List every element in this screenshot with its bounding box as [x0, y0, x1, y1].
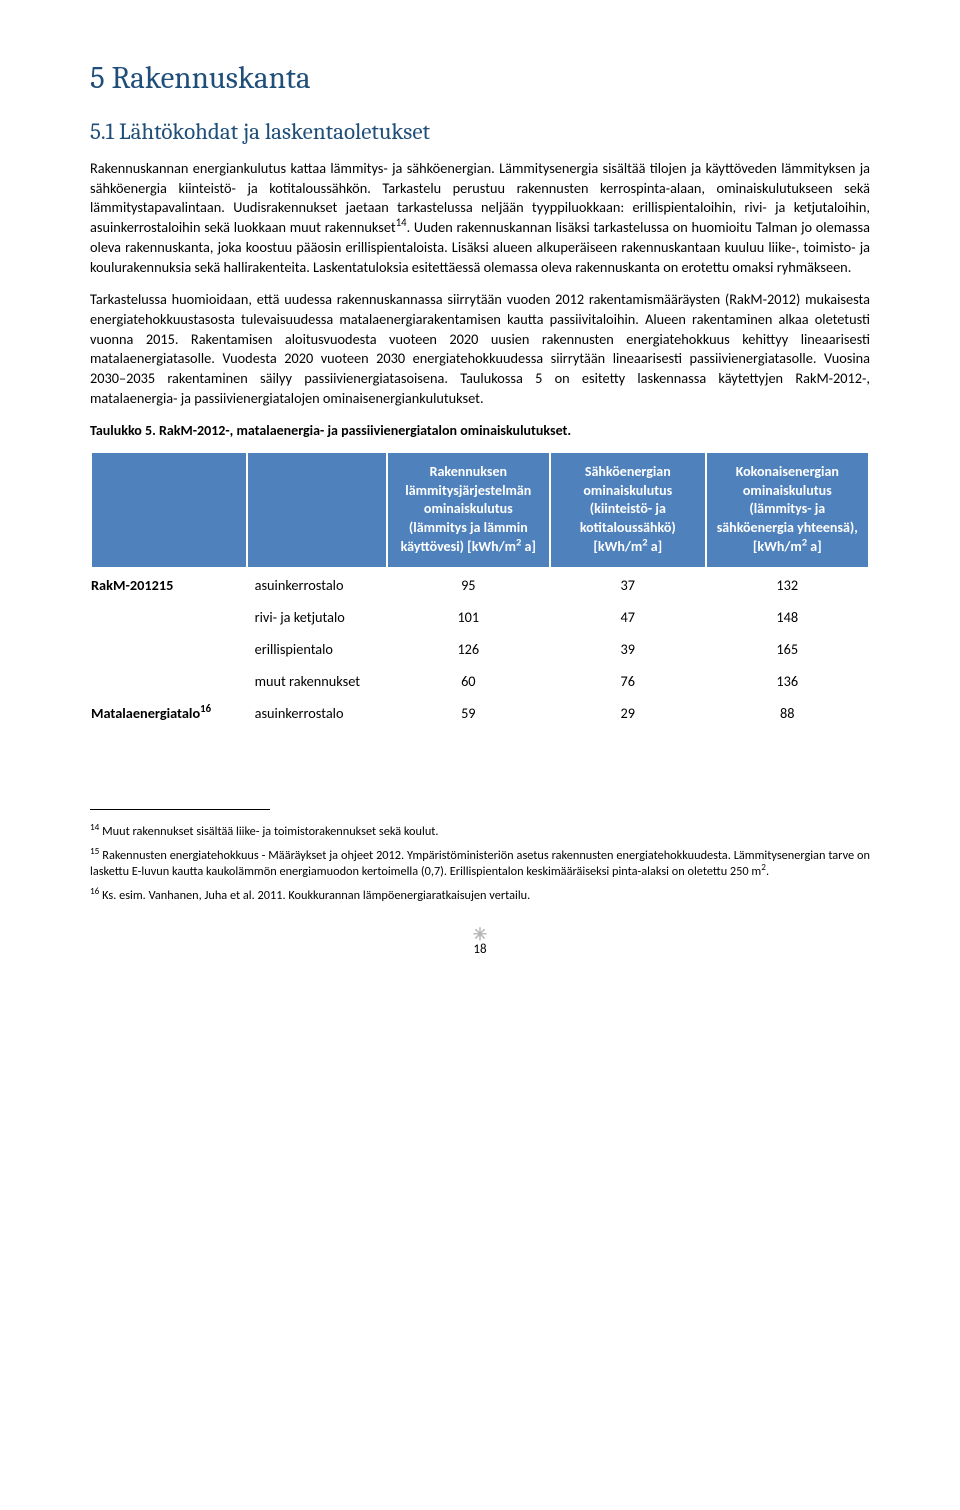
row-sublabel: asuinkerrostalo: [247, 568, 387, 601]
cell-value: 132: [706, 568, 869, 601]
cell-value: 148: [706, 601, 869, 633]
col-header-electric: Sähköenergian ominaiskulutus (kiinteistö…: [550, 452, 706, 568]
cell-value: 136: [706, 665, 869, 697]
cell-value: 76: [550, 665, 706, 697]
table-header-row: Rakennuksen lämmitysjärjestelmän ominais…: [91, 452, 869, 568]
consumption-table: Rakennuksen lämmitysjärjestelmän ominais…: [90, 451, 870, 729]
table-row: RakM-201215asuinkerrostalo9537132: [91, 568, 869, 601]
cell-value: 47: [550, 601, 706, 633]
cell-value: 165: [706, 633, 869, 665]
col-header-total: Kokonaisenergian ominaiskulutus (lämmity…: [706, 452, 869, 568]
cell-value: 60: [387, 665, 550, 697]
row-group-label: Matalaenergiatalo16: [91, 697, 247, 729]
table-body: RakM-201215asuinkerrostalo9537132rivi- j…: [91, 568, 869, 729]
paragraph-1: Rakennuskannan energiankulutus kattaa lä…: [90, 159, 870, 277]
table-row: erillispientalo12639165: [91, 633, 869, 665]
footnote-rule: [90, 809, 270, 810]
cell-value: 39: [550, 633, 706, 665]
row-sublabel: rivi- ja ketjutalo: [247, 601, 387, 633]
footnote-15: 15 Rakennusten energiatehokkuus - Määräy…: [90, 848, 870, 881]
heading-chapter: 5 Rakennuskanta: [90, 60, 870, 96]
page-ornament-icon: ✳: [473, 924, 487, 945]
row-group-label: [91, 633, 247, 665]
table-caption: Taulukko 5. RakM-2012-, matalaenergia- j…: [90, 422, 870, 439]
row-sublabel: erillispientalo: [247, 633, 387, 665]
row-group-label: [91, 665, 247, 697]
table-row: muut rakennukset6076136: [91, 665, 869, 697]
table-row: Matalaenergiatalo16asuinkerrostalo592988: [91, 697, 869, 729]
row-group-label: RakM-201215: [91, 568, 247, 601]
cell-value: 88: [706, 697, 869, 729]
cell-value: 101: [387, 601, 550, 633]
paragraph-2: Tarkastelussa huomioidaan, että uudessa …: [90, 290, 870, 408]
page-footer: ✳ 18: [90, 939, 870, 958]
heading-section: 5.1 Lähtökohdat ja laskentaoletukset: [90, 118, 870, 145]
col-header-heating: Rakennuksen lämmitysjärjestelmän ominais…: [387, 452, 550, 568]
row-sublabel: asuinkerrostalo: [247, 697, 387, 729]
row-group-label: [91, 601, 247, 633]
footnote-16: 16 Ks. esim. Vanhanen, Juha et al. 2011.…: [90, 888, 870, 905]
cell-value: 126: [387, 633, 550, 665]
footnotes: 14 Muut rakennukset sisältää liike- ja t…: [90, 824, 870, 904]
row-sublabel: muut rakennukset: [247, 665, 387, 697]
cell-value: 29: [550, 697, 706, 729]
table-row: rivi- ja ketjutalo10147148: [91, 601, 869, 633]
cell-value: 59: [387, 697, 550, 729]
cell-value: 37: [550, 568, 706, 601]
footnote-14: 14 Muut rakennukset sisältää liike- ja t…: [90, 824, 870, 841]
cell-value: 95: [387, 568, 550, 601]
